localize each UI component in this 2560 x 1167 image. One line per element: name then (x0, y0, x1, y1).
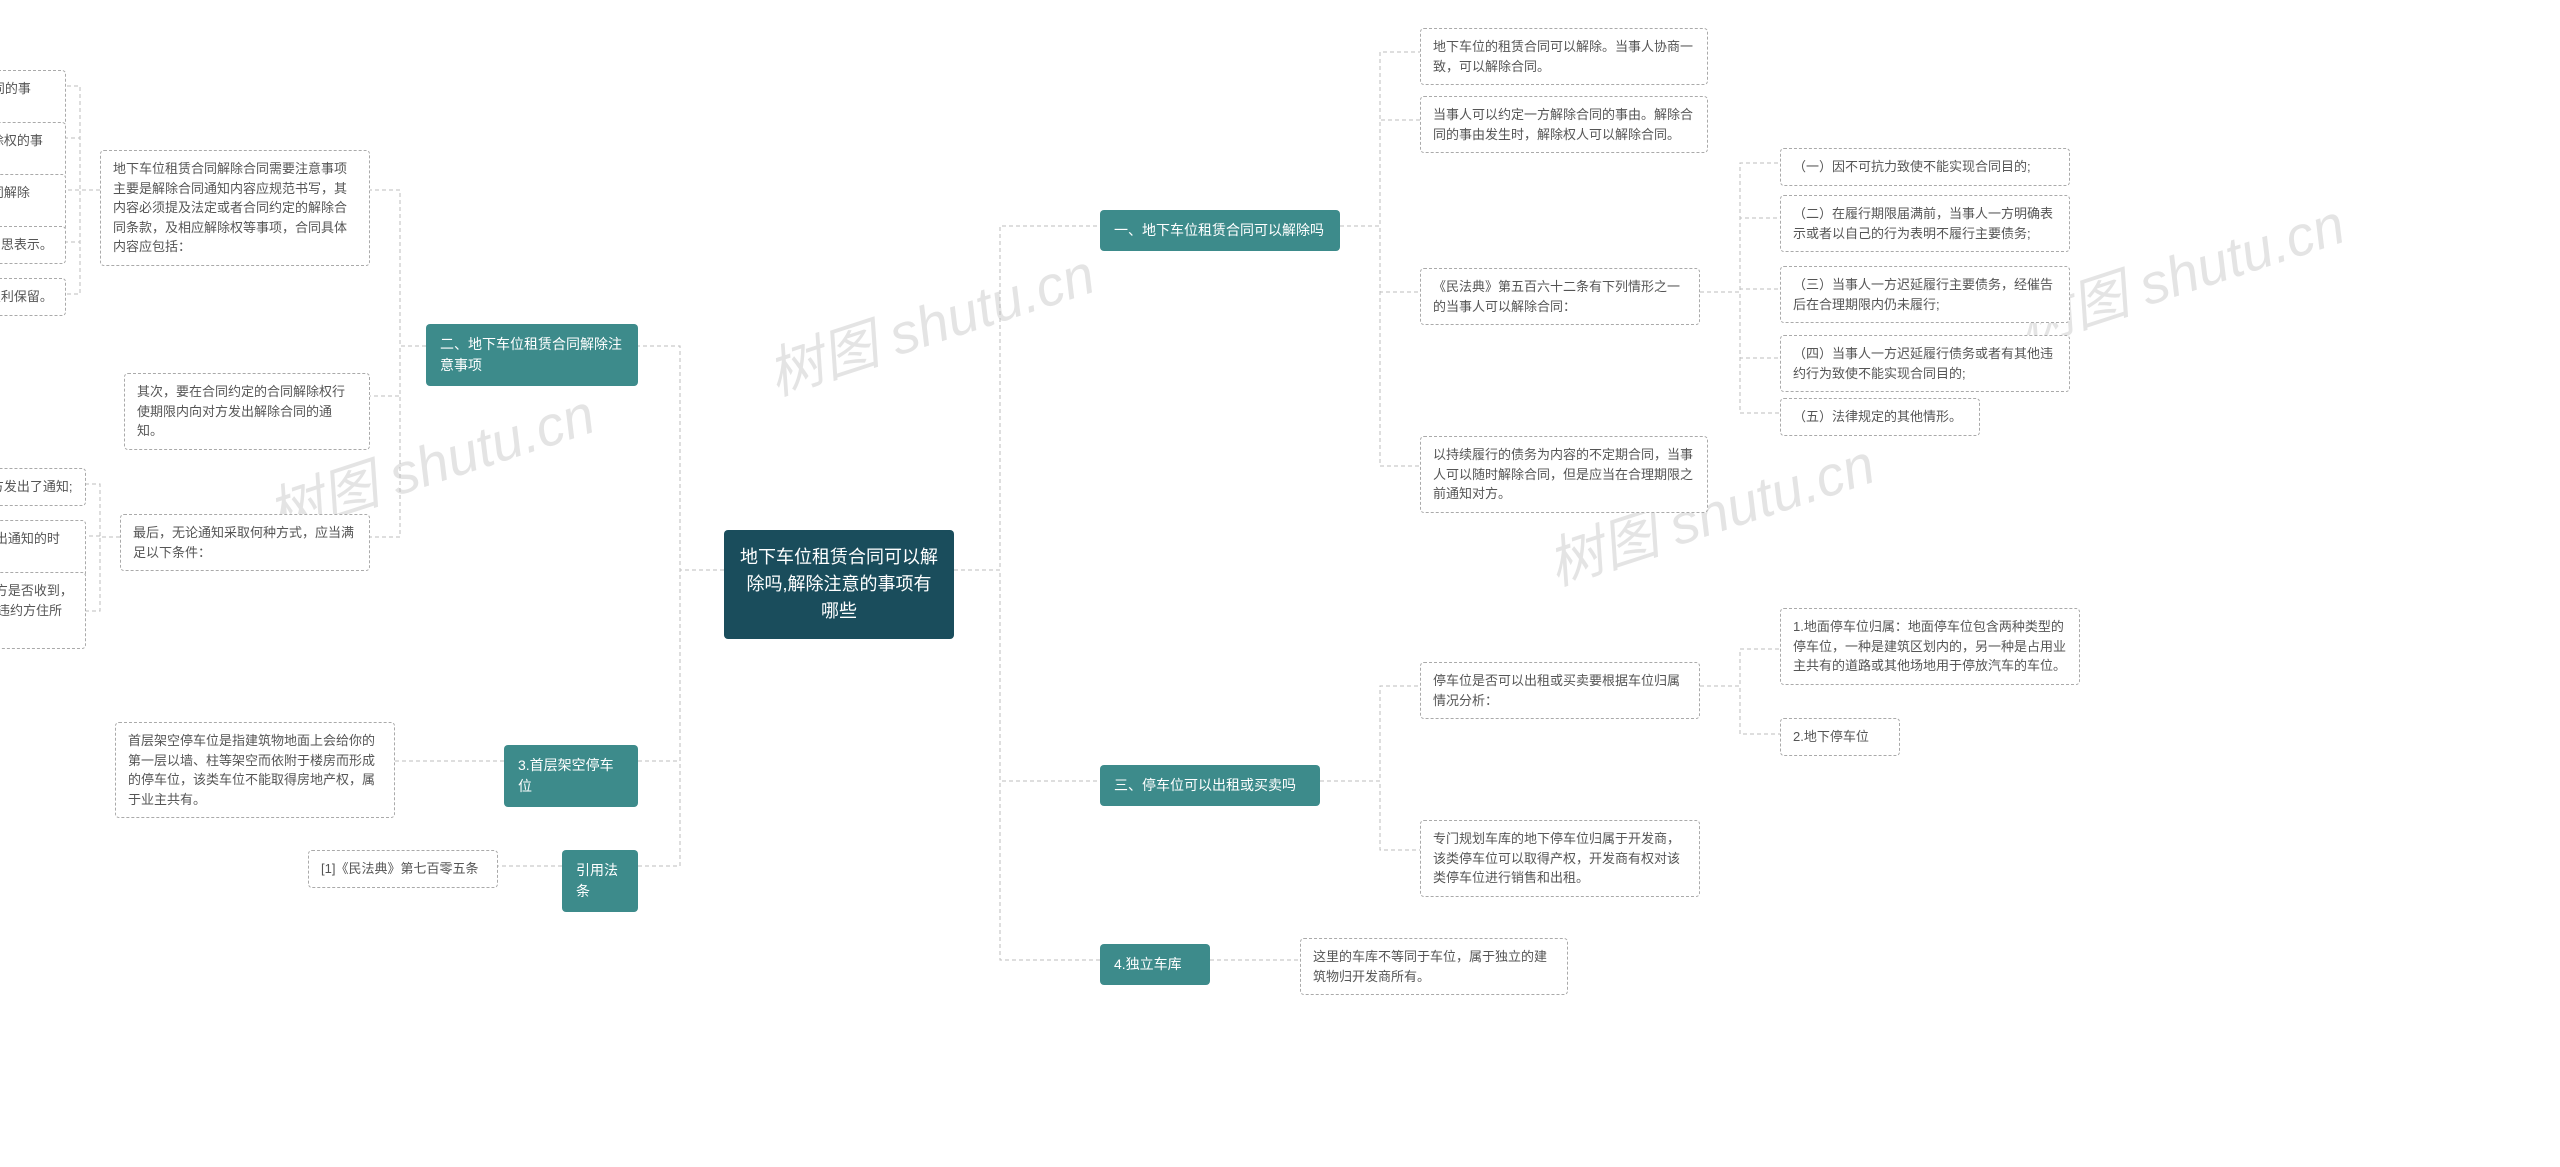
leaf-b1-c1[interactable]: 地下车位的租赁合同可以解除。当事人协商一致，可以解除合同。 (1420, 28, 1708, 85)
leaf-b1-c3-d1[interactable]: （一）因不可抗力致使不能实现合同目的; (1780, 148, 2070, 186)
branch-6[interactable]: 引用法条 (562, 850, 638, 912)
leaf-b1-c3-d2[interactable]: （二）在履行期限届满前，当事人一方明确表示或者以自己的行为表明不履行主要债务; (1780, 195, 2070, 252)
leaf-b3-c1-d1[interactable]: 1.地面停车位归属：地面停车位包含两种类型的停车位，一种是建筑区划内的，另一种是… (1780, 608, 2080, 685)
leaf-b2-c3-d3[interactable]: 3.表明发出通知的主要内容。关于对方是否收到，只需依一般之通常情况，即通知到达违… (0, 572, 86, 649)
leaf-b2-c1[interactable]: 地下车位租赁合同解除合同需要注意事项主要是解除合同通知内容应规范书写，其内容必须… (100, 150, 370, 266)
watermark: 树图 shutu.cn (756, 230, 1104, 412)
leaf-b2-c1-d5[interactable]: 5.对违约情况追究的权利保留。 (0, 278, 66, 316)
branch-2[interactable]: 二、地下车位租赁合同解除注意事项 (426, 324, 638, 386)
leaf-b3-c1[interactable]: 停车位是否可以出租或买卖要根据车位归属情况分析： (1420, 662, 1700, 719)
root-node[interactable]: 地下车位租赁合同可以解除吗,解除注意的事项有哪些 (724, 530, 954, 639)
leaf-b4-c1[interactable]: 首层架空停车位是指建筑物地面上会给你的第一层以墙、柱等架空而依附于楼房而形成的停… (115, 722, 395, 818)
leaf-b5-c1[interactable]: 这里的车库不等同于车位，属于独立的建筑物归开发商所有。 (1300, 938, 1568, 995)
branch-4[interactable]: 3.首层架空停车位 (504, 745, 638, 807)
branch-1[interactable]: 一、地下车位租赁合同可以解除吗 (1100, 210, 1340, 251)
leaf-b1-c3-d5[interactable]: （五）法律规定的其他情形。 (1780, 398, 1980, 436)
leaf-b1-c2[interactable]: 当事人可以约定一方解除合同的事由。解除合同的事由发生时，解除权人可以解除合同。 (1420, 96, 1708, 153)
branch-5[interactable]: 4.独立车库 (1100, 944, 1210, 985)
leaf-b1-c4[interactable]: 以持续履行的债务为内容的不定期合同，当事人可以随时解除合同，但是应当在合理期限之… (1420, 436, 1708, 513)
connector-layer (0, 0, 2560, 1167)
leaf-b2-c1-d1[interactable]: 1.当事人之间订立合同的事实。 (0, 70, 66, 127)
leaf-b3-c2[interactable]: 专门规划车库的地下停车位归属于开发商，该类停车位可以取得产权，开发商有权对该类停… (1420, 820, 1700, 897)
leaf-b1-c3-d3[interactable]: （三）当事人一方迟延履行主要债务，经催告后在合理期限内仍未履行; (1780, 266, 2070, 323)
leaf-b3-c1-d2[interactable]: 2.地下停车位 (1780, 718, 1900, 756)
leaf-b2-c2[interactable]: 其次，要在合同约定的合同解除权行使期限内向对方发出解除合同的通知。 (124, 373, 370, 450)
leaf-b2-c3[interactable]: 最后，无论通知采取何种方式，应当满足以下条件： (120, 514, 370, 571)
leaf-b2-c1-d4[interactable]: 4.明确的解除合同的意思表示。 (0, 226, 66, 264)
leaf-b1-c3[interactable]: 《民法典》第五百六十二条有下列情形之一的当事人可以解除合同： (1420, 268, 1700, 325)
leaf-b2-c3-d2[interactable]: 2.足以证明发出通知的时间; (0, 520, 86, 577)
leaf-b6-c1[interactable]: [1]《民法典》第七百零五条 (308, 850, 498, 888)
leaf-b2-c1-d2[interactable]: 2.当事人违约等导致发生合同解除权的事实。 (0, 122, 66, 179)
leaf-b1-c3-d4[interactable]: （四）当事人一方迟延履行债务或者有其他违约行为致使不能实现合同目的; (1780, 335, 2070, 392)
leaf-b2-c1-d3[interactable]: 3.合同中约定的合同解除权。 (0, 174, 66, 231)
mindmap-canvas: 树图 shutu.cn 树图 shutu.cn 树图 shutu.cn 树图 s… (0, 0, 2560, 1167)
branch-3[interactable]: 三、停车位可以出租或买卖吗 (1100, 765, 1320, 806)
leaf-b2-c3-d1[interactable]: 1.足以证明你向对方发出了通知; (0, 468, 86, 506)
